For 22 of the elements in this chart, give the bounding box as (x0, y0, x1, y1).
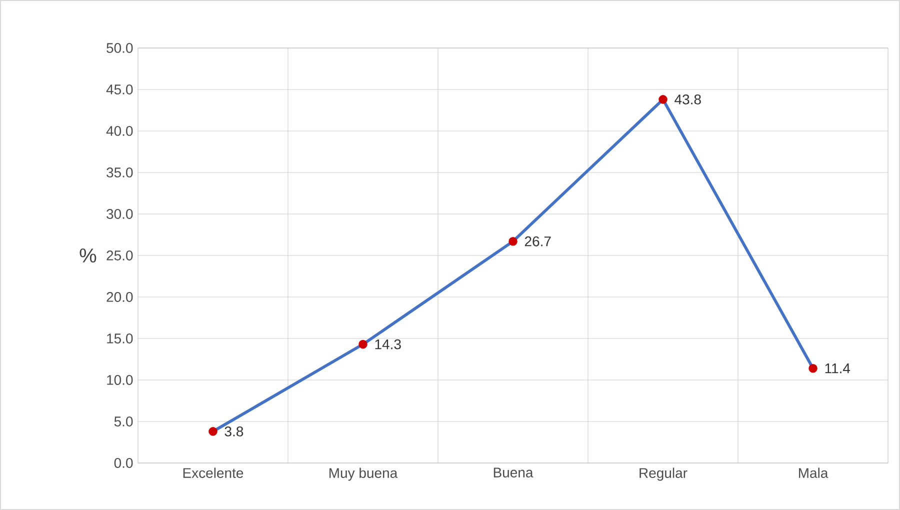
x-tick-label: Buena (494, 468, 534, 478)
data-label: 3.8 (224, 426, 244, 436)
y-tick-label: 35.0 (106, 168, 133, 178)
y-tick-label: 0.0 (114, 458, 133, 468)
y-tick-label: 15.0 (107, 334, 133, 344)
y-tick-label: 25.0 (106, 250, 133, 260)
x-tick-label: Excelente (183, 468, 244, 478)
data-label: 11.4 (825, 364, 850, 374)
x-tick-label: Mala (799, 468, 828, 478)
x-tick-label: Regular (640, 468, 688, 481)
y-tick-label: 10.0 (107, 375, 133, 385)
x-tick-label: Muy buena (330, 468, 398, 481)
y-tick-label: 5.0 (114, 416, 133, 426)
y-tick-label: 50.0 (106, 43, 133, 53)
y-tick-label: 45.0 (106, 84, 133, 94)
data-label: 26.7 (524, 236, 551, 246)
data-label: 14.3 (375, 339, 401, 350)
y-tick-label: 30.0 (106, 209, 133, 219)
data-label: 43.8 (674, 94, 701, 104)
y-tick-label: 20.0 (106, 292, 133, 302)
y-axis-title: % (80, 248, 96, 262)
y-tick-label: 40.0 (106, 126, 133, 136)
